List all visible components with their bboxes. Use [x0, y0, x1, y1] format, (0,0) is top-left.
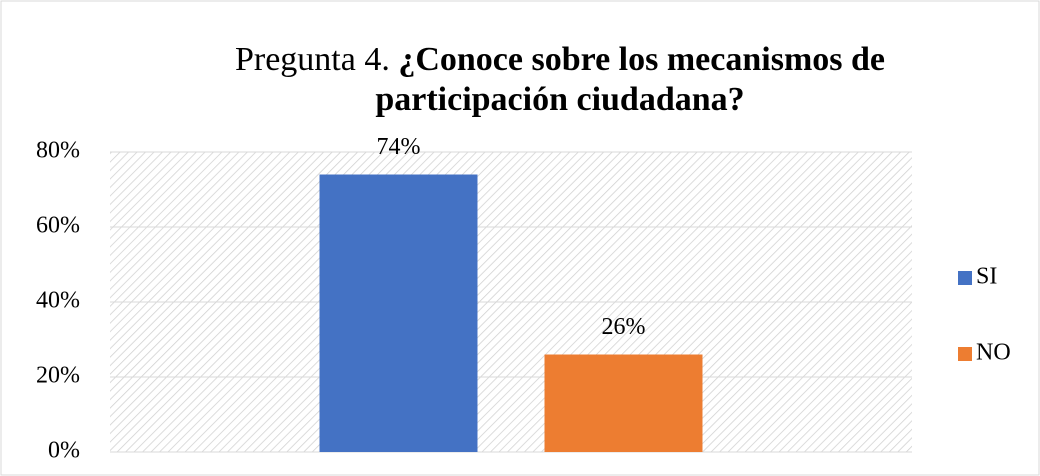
- chart-title: Pregunta 4. ¿Conoce sobre los mecanismos…: [235, 41, 885, 78]
- y-tick-label: 20%: [36, 363, 80, 389]
- title-lead: Pregunta 4.: [235, 41, 390, 78]
- bar: [319, 174, 478, 452]
- legend-swatch: [958, 347, 972, 361]
- y-tick-label: 60%: [36, 213, 80, 239]
- bar: [544, 354, 703, 452]
- data-label: 74%: [377, 134, 421, 160]
- legend-label: NO: [976, 340, 1011, 366]
- data-label: 26%: [602, 314, 646, 340]
- y-tick-label: 40%: [36, 288, 80, 314]
- y-tick-label: 80%: [36, 138, 80, 164]
- chart-title-line: participación ciudadana?: [375, 81, 744, 118]
- y-tick-label: 0%: [48, 438, 80, 464]
- legend-label: SI: [976, 264, 997, 290]
- legend-swatch: [958, 271, 972, 285]
- title-question: ¿Conoce sobre los mecanismos de: [398, 41, 885, 78]
